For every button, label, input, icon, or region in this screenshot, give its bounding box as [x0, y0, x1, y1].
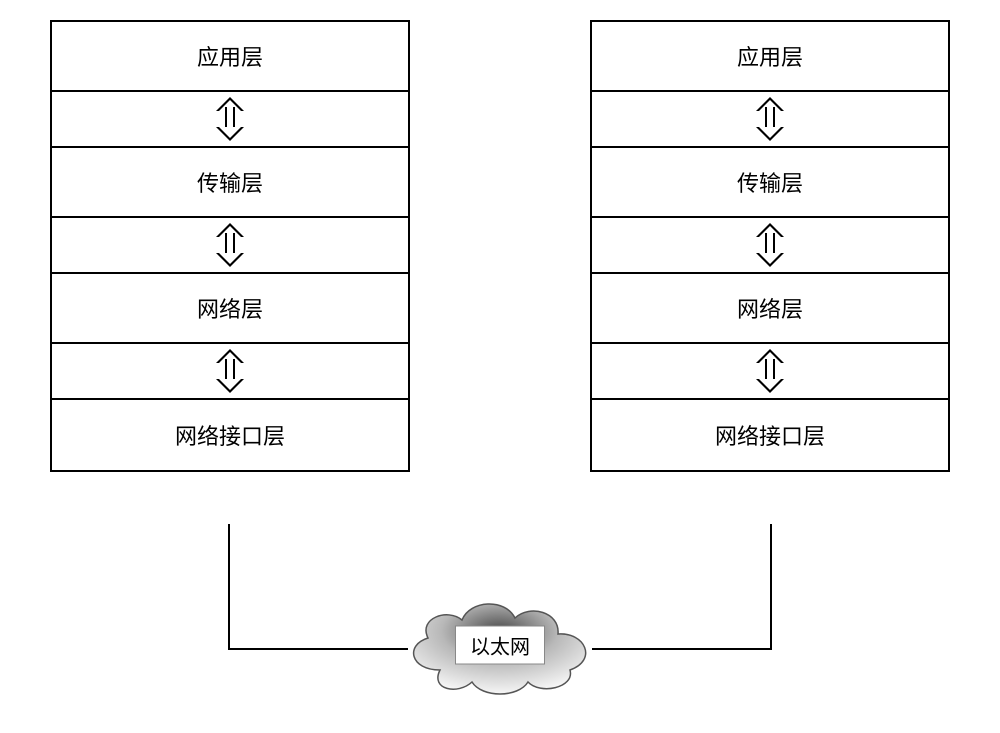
- left-layer-interface: 网络接口层: [52, 400, 408, 470]
- left-layer-transport: 传输层: [52, 148, 408, 218]
- left-arrow-2: [52, 344, 408, 400]
- updown-arrow-icon: [756, 97, 784, 141]
- right-arrow-0: [592, 92, 948, 148]
- right-arrow-2: [592, 344, 948, 400]
- connector-left-vertical: [228, 524, 230, 648]
- updown-arrow-icon: [216, 349, 244, 393]
- connector-right-horizontal: [592, 648, 772, 650]
- right-stack: 应用层 传输层 网络层 网络接口层: [590, 20, 950, 472]
- ethernet-cloud: 以太网: [400, 590, 600, 700]
- connector-right-vertical: [770, 524, 772, 648]
- right-layer-transport: 传输层: [592, 148, 948, 218]
- left-stack: 应用层 传输层 网络层 网络接口层: [50, 20, 410, 472]
- left-layer-network: 网络层: [52, 274, 408, 344]
- left-arrow-1: [52, 218, 408, 274]
- right-arrow-1: [592, 218, 948, 274]
- left-arrow-0: [52, 92, 408, 148]
- right-layer-network: 网络层: [592, 274, 948, 344]
- updown-arrow-icon: [216, 97, 244, 141]
- connector-left-horizontal: [228, 648, 408, 650]
- updown-arrow-icon: [756, 349, 784, 393]
- updown-arrow-icon: [216, 223, 244, 267]
- updown-arrow-icon: [756, 223, 784, 267]
- left-layer-application: 应用层: [52, 22, 408, 92]
- right-layer-application: 应用层: [592, 22, 948, 92]
- cloud-label: 以太网: [455, 626, 545, 665]
- right-layer-interface: 网络接口层: [592, 400, 948, 470]
